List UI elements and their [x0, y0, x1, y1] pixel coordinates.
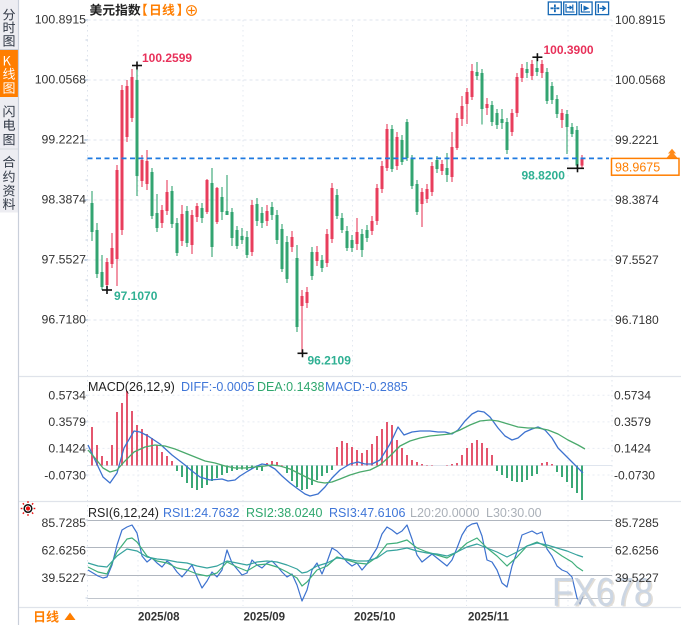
svg-text:FX678: FX678	[552, 571, 653, 615]
svg-text:99.2221: 99.2221	[42, 133, 87, 147]
svg-text:100.8915: 100.8915	[35, 13, 86, 27]
svg-text:RSI2:38.0240: RSI2:38.0240	[246, 506, 322, 520]
svg-text:97.5527: 97.5527	[615, 253, 659, 267]
svg-text:-0.0730: -0.0730	[44, 468, 86, 482]
svg-text:-0.0730: -0.0730	[614, 468, 655, 482]
svg-text:0.3579: 0.3579	[614, 415, 651, 429]
svg-text:39.5227: 39.5227	[615, 571, 659, 585]
svg-text:98.9675: 98.9675	[615, 160, 660, 174]
svg-text:FX678: FX678	[554, 572, 655, 616]
svg-text:RSI3:47.6106: RSI3:47.6106	[329, 506, 405, 520]
svg-text:0.5734: 0.5734	[48, 389, 86, 403]
svg-text:L30:30.00: L30:30.00	[486, 506, 542, 520]
svg-text:96.7180: 96.7180	[615, 313, 659, 327]
svg-text:62.6256: 62.6256	[615, 543, 659, 557]
svg-text:MACD:-0.2885: MACD:-0.2885	[325, 380, 408, 394]
svg-text:0.1424: 0.1424	[48, 442, 86, 456]
svg-text:100.2599: 100.2599	[142, 51, 192, 65]
svg-text:0.5734: 0.5734	[614, 389, 651, 403]
svg-text:2025/09: 2025/09	[244, 612, 286, 624]
svg-text:2025/08: 2025/08	[138, 612, 180, 624]
svg-text:85.7285: 85.7285	[42, 516, 87, 530]
svg-text:99.2221: 99.2221	[615, 133, 659, 147]
svg-text:RSI(6,12,24): RSI(6,12,24)	[88, 506, 159, 520]
svg-text:98.3874: 98.3874	[42, 193, 87, 207]
svg-text:DEA:0.1438: DEA:0.1438	[257, 380, 324, 394]
svg-text:39.5227: 39.5227	[42, 571, 87, 585]
svg-text:MACD(26,12,9): MACD(26,12,9)	[88, 380, 175, 394]
svg-text:97.5527: 97.5527	[42, 253, 87, 267]
svg-text:98.3874: 98.3874	[615, 193, 659, 207]
svg-text:RSI1:24.7632: RSI1:24.7632	[163, 506, 239, 520]
svg-text:DIFF:-0.0005: DIFF:-0.0005	[181, 380, 255, 394]
svg-text:100.8915: 100.8915	[615, 13, 666, 27]
svg-text:L20:20.0000: L20:20.0000	[410, 506, 480, 520]
svg-text:62.6256: 62.6256	[42, 543, 87, 557]
svg-text:2025/10: 2025/10	[354, 612, 396, 624]
svg-text:85.7285: 85.7285	[615, 516, 659, 530]
svg-text:100.0568: 100.0568	[35, 73, 86, 87]
svg-text:0.1424: 0.1424	[614, 442, 651, 456]
svg-text:0.3579: 0.3579	[48, 415, 86, 429]
svg-text:98.8200: 98.8200	[522, 169, 566, 183]
svg-text:2025/11: 2025/11	[468, 612, 510, 624]
svg-text:96.2109: 96.2109	[308, 354, 352, 368]
svg-text:97.1070: 97.1070	[114, 289, 158, 303]
svg-text:96.7180: 96.7180	[42, 313, 87, 327]
svg-text:100.0568: 100.0568	[615, 73, 666, 87]
svg-text:100.3900: 100.3900	[544, 43, 594, 57]
